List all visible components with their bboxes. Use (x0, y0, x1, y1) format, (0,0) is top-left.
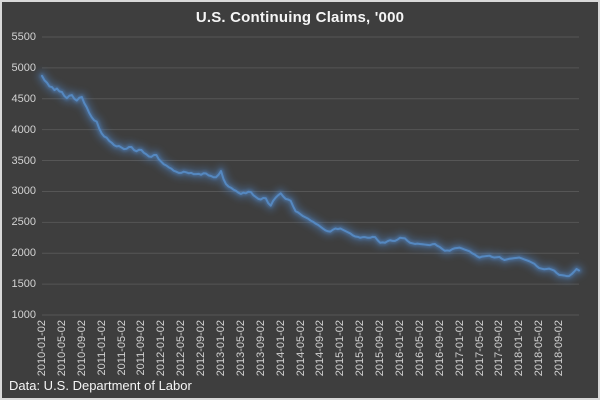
y-tick-label: 5000 (11, 61, 36, 74)
source-note: Data: U.S. Department of Labor (9, 378, 192, 393)
claims-line (41, 74, 580, 278)
x-tick-label: 2013-01-02 (215, 320, 227, 377)
claims-line-glow-icon (39, 73, 582, 279)
x-tick-label: 2011-05-02 (115, 320, 128, 376)
gridlines (42, 36, 579, 316)
x-tick-label: 2017-05-02 (473, 320, 486, 377)
x-tick-label: 2017-09-02 (493, 320, 506, 377)
x-tick-label: 2016-05-02 (413, 320, 426, 377)
chart-title: U.S. Continuing Claims, '000 (195, 9, 405, 26)
x-tick-label: 2014-05-02 (294, 320, 307, 377)
x-tick-label: 2013-09-02 (254, 320, 267, 377)
x-tick-label: 2016-01-02 (394, 320, 406, 377)
y-tick-label: 1500 (11, 278, 36, 291)
x-tick-label: 2016-09-02 (433, 320, 446, 377)
x-tick-label: 2011-09-02 (135, 320, 148, 376)
x-tick-label: 2010-01-02 (36, 320, 48, 377)
y-tick-label: 3500 (11, 154, 36, 167)
x-tick-label: 2015-01-02 (334, 320, 347, 377)
x-tick-label: 2014-01-02 (274, 320, 287, 377)
y-tick-label: 4000 (11, 123, 36, 136)
x-tick-label: 2012-01-02 (155, 320, 168, 377)
y-tick-label: 3000 (11, 185, 36, 198)
x-tick-label: 2018-01-02 (513, 320, 526, 377)
x-tick-label: 2015-09-02 (374, 320, 387, 377)
x-tick-label: 2010-09-02 (75, 320, 88, 377)
y-tick-label: 5500 (11, 31, 36, 43)
x-tick-label: 2011-01-02 (95, 320, 108, 376)
y-tick-label: 2000 (11, 247, 36, 260)
x-tick-label: 2010-05-02 (55, 320, 68, 377)
x-tick-label: 2012-09-02 (195, 320, 208, 377)
x-tick-label: 2018-09-02 (553, 320, 566, 377)
x-tick-label: 2017-01-02 (453, 320, 466, 377)
x-tick-label: 2012-05-02 (175, 320, 188, 377)
x-tick-label: 2013-05-02 (234, 320, 247, 377)
x-tick-label: 2014-09-02 (314, 320, 327, 377)
y-tick-label: 4500 (11, 92, 36, 105)
x-tick-label: 2015-05-02 (354, 320, 367, 377)
y-tick-label: 2500 (11, 216, 36, 229)
x-tick-label: 2018-05-02 (533, 320, 546, 377)
claims-line-glow-icon (36, 70, 585, 282)
y-tick-label: 1000 (11, 309, 36, 321)
